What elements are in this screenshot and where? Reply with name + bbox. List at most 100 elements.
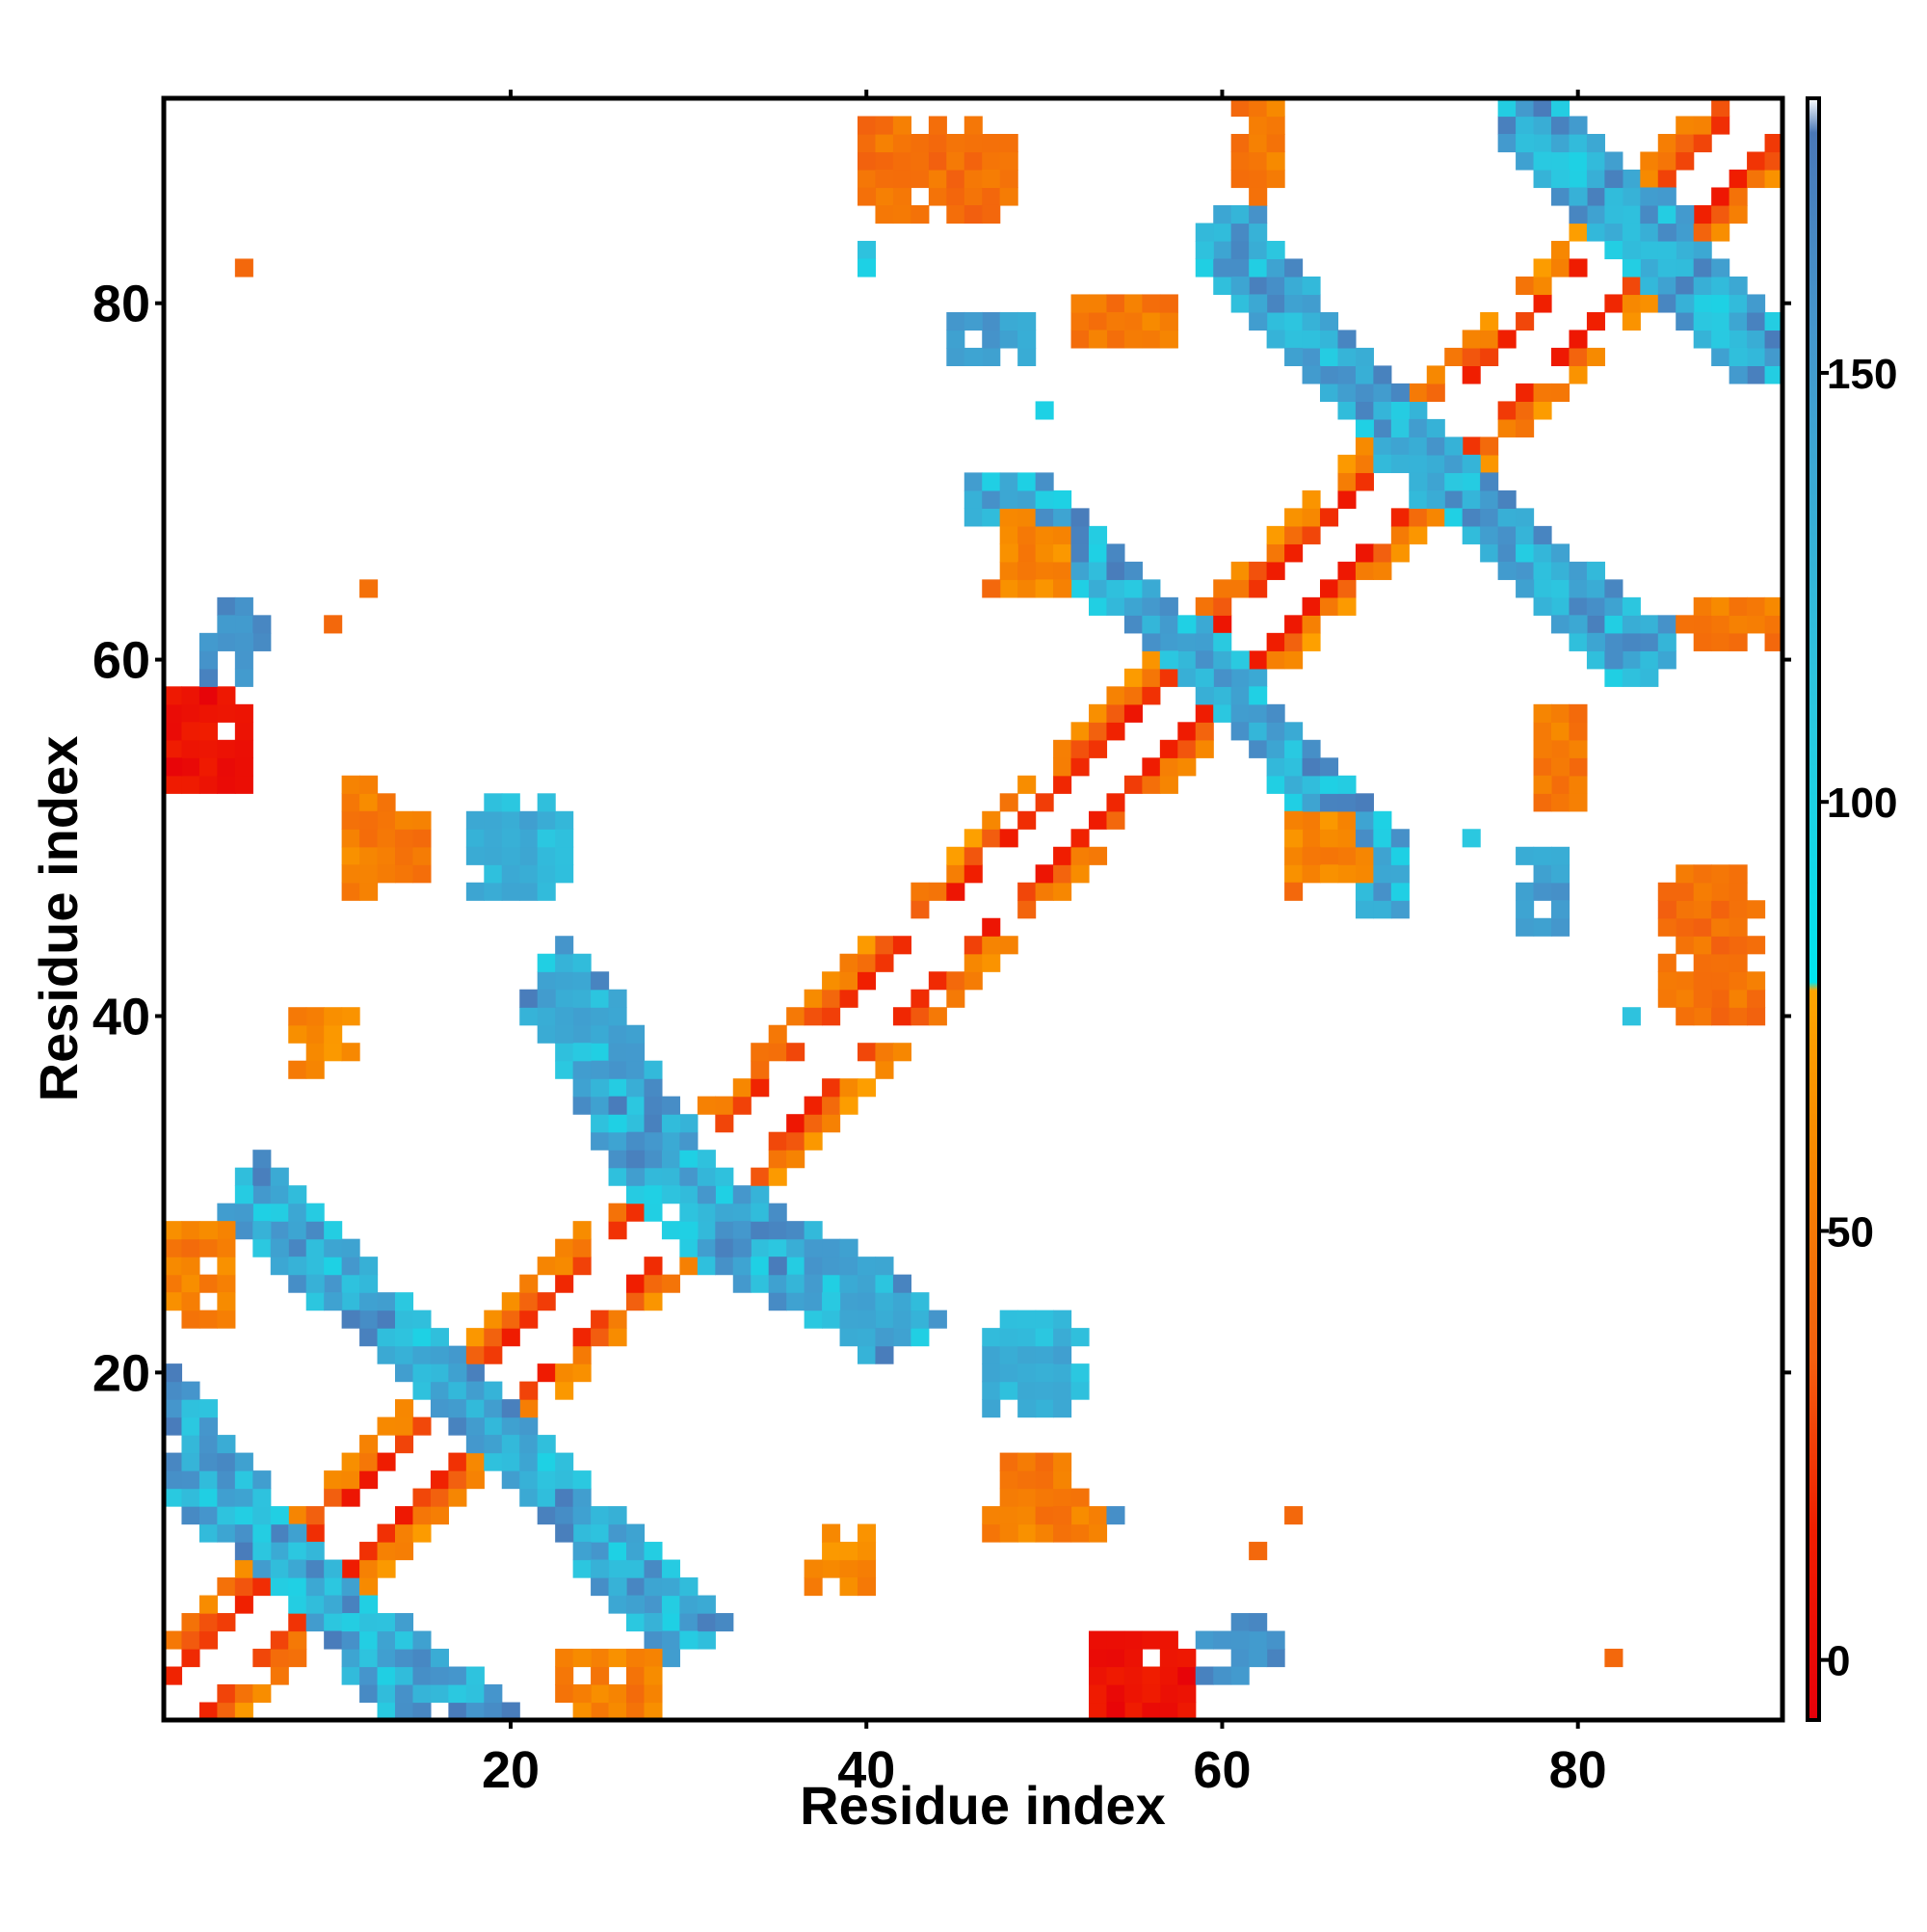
heatmap-cell bbox=[501, 1435, 520, 1454]
heatmap-cell bbox=[858, 240, 877, 260]
heatmap-cell bbox=[1177, 650, 1197, 670]
heatmap-cell bbox=[1676, 900, 1695, 919]
heatmap-cell bbox=[1355, 454, 1374, 473]
heatmap-cell bbox=[858, 1577, 877, 1597]
heatmap-cell bbox=[626, 1203, 646, 1222]
heatmap-cell bbox=[875, 204, 894, 225]
heatmap-cell bbox=[964, 311, 983, 331]
heatmap-cell bbox=[999, 133, 1018, 153]
heatmap-cell bbox=[982, 1363, 1001, 1383]
heatmap-cell bbox=[234, 596, 253, 616]
heatmap-cell bbox=[252, 1238, 272, 1257]
heatmap-cell bbox=[572, 1060, 592, 1079]
heatmap-cell bbox=[448, 1399, 467, 1418]
heatmap-cell bbox=[1230, 204, 1250, 225]
heatmap-cell bbox=[1070, 543, 1090, 563]
heatmap-cell bbox=[1533, 917, 1552, 937]
heatmap-cell bbox=[288, 1542, 307, 1561]
heatmap-cell bbox=[1551, 187, 1571, 206]
heatmap-cell bbox=[1373, 882, 1392, 901]
heatmap-cell bbox=[198, 775, 218, 794]
heatmap-cell bbox=[572, 1702, 592, 1721]
heatmap-cell bbox=[234, 1559, 253, 1578]
heatmap-cell bbox=[1106, 703, 1125, 723]
heatmap-cell bbox=[1337, 775, 1357, 794]
heatmap-cell bbox=[591, 1024, 610, 1044]
heatmap-cell bbox=[234, 615, 253, 634]
heatmap-cell bbox=[234, 1577, 253, 1597]
heatmap-cell bbox=[661, 1131, 680, 1151]
heatmap-cell bbox=[768, 1238, 787, 1257]
heatmap-cell bbox=[1195, 615, 1214, 634]
heatmap-cell bbox=[234, 1542, 253, 1561]
heatmap-cell bbox=[181, 1310, 200, 1329]
heatmap-cell bbox=[1195, 686, 1214, 705]
heatmap-cell bbox=[324, 1577, 343, 1597]
heatmap-cell bbox=[252, 1167, 272, 1186]
heatmap-cell bbox=[359, 1577, 379, 1597]
heatmap-cell bbox=[608, 989, 627, 1008]
heatmap-cell bbox=[1302, 347, 1321, 367]
heatmap-cell bbox=[252, 1185, 272, 1204]
heatmap-cell bbox=[1177, 739, 1197, 758]
heatmap-cell bbox=[1657, 276, 1676, 296]
heatmap-cell bbox=[1070, 1488, 1090, 1507]
heatmap-cell bbox=[679, 1630, 699, 1650]
heatmap-cell bbox=[1284, 650, 1304, 670]
heatmap-cell bbox=[537, 810, 556, 830]
heatmap-cell bbox=[555, 1452, 574, 1471]
heatmap-cell bbox=[1089, 703, 1108, 723]
heatmap-cell bbox=[892, 133, 911, 153]
heatmap-cell bbox=[164, 1221, 183, 1240]
heatmap-cell bbox=[982, 472, 1001, 491]
heatmap-cell bbox=[1533, 525, 1552, 544]
heatmap-cell bbox=[1604, 596, 1623, 616]
heatmap-cell bbox=[217, 632, 236, 651]
heatmap-cell bbox=[501, 1292, 520, 1311]
heatmap-cell bbox=[715, 1221, 734, 1240]
heatmap-cell bbox=[928, 187, 947, 206]
heatmap-cell bbox=[555, 971, 574, 991]
heatmap-cell bbox=[1284, 294, 1304, 313]
heatmap-cell bbox=[217, 1506, 236, 1525]
heatmap-cell bbox=[1747, 169, 1766, 189]
heatmap-cell bbox=[1604, 579, 1623, 598]
heatmap-cell bbox=[377, 846, 396, 865]
heatmap-cell bbox=[537, 1363, 556, 1383]
heatmap-cell bbox=[1640, 294, 1659, 313]
heatmap-cell bbox=[1177, 1684, 1197, 1704]
heatmap-cell bbox=[484, 1345, 503, 1364]
heatmap-cell bbox=[1123, 615, 1143, 634]
heatmap-cell bbox=[1266, 632, 1285, 651]
heatmap-cell bbox=[1053, 1381, 1072, 1400]
heatmap-cell bbox=[1373, 543, 1392, 563]
heatmap-cell bbox=[715, 1114, 734, 1133]
heatmap-cell bbox=[1017, 561, 1037, 580]
heatmap-cell bbox=[982, 1399, 1001, 1418]
heatmap-cell bbox=[1053, 757, 1072, 777]
heatmap-cell bbox=[1390, 437, 1410, 456]
heatmap-cell bbox=[377, 1559, 396, 1578]
heatmap-cell bbox=[1017, 508, 1037, 527]
heatmap-cell bbox=[181, 1630, 200, 1650]
heatmap-cell bbox=[1337, 561, 1357, 580]
heatmap-cell bbox=[288, 1060, 307, 1079]
heatmap-cell bbox=[234, 1185, 253, 1204]
heatmap-cell bbox=[1516, 508, 1535, 527]
heatmap-cell bbox=[1747, 596, 1766, 616]
heatmap-cell bbox=[608, 1221, 627, 1240]
heatmap-cell bbox=[484, 1435, 503, 1454]
heatmap-cell bbox=[395, 1506, 414, 1525]
heatmap-cell bbox=[270, 1238, 289, 1257]
heatmap-cell bbox=[341, 1257, 360, 1276]
heatmap-cell bbox=[164, 1470, 183, 1490]
heatmap-cell bbox=[911, 1328, 930, 1347]
heatmap-cell bbox=[1657, 223, 1676, 242]
heatmap-cell bbox=[1586, 311, 1605, 331]
heatmap-cell bbox=[1497, 508, 1517, 527]
heatmap-cell bbox=[1249, 223, 1268, 242]
heatmap-cell bbox=[465, 1470, 485, 1490]
heatmap-cell bbox=[751, 1167, 770, 1186]
heatmap-cell bbox=[324, 1238, 343, 1257]
